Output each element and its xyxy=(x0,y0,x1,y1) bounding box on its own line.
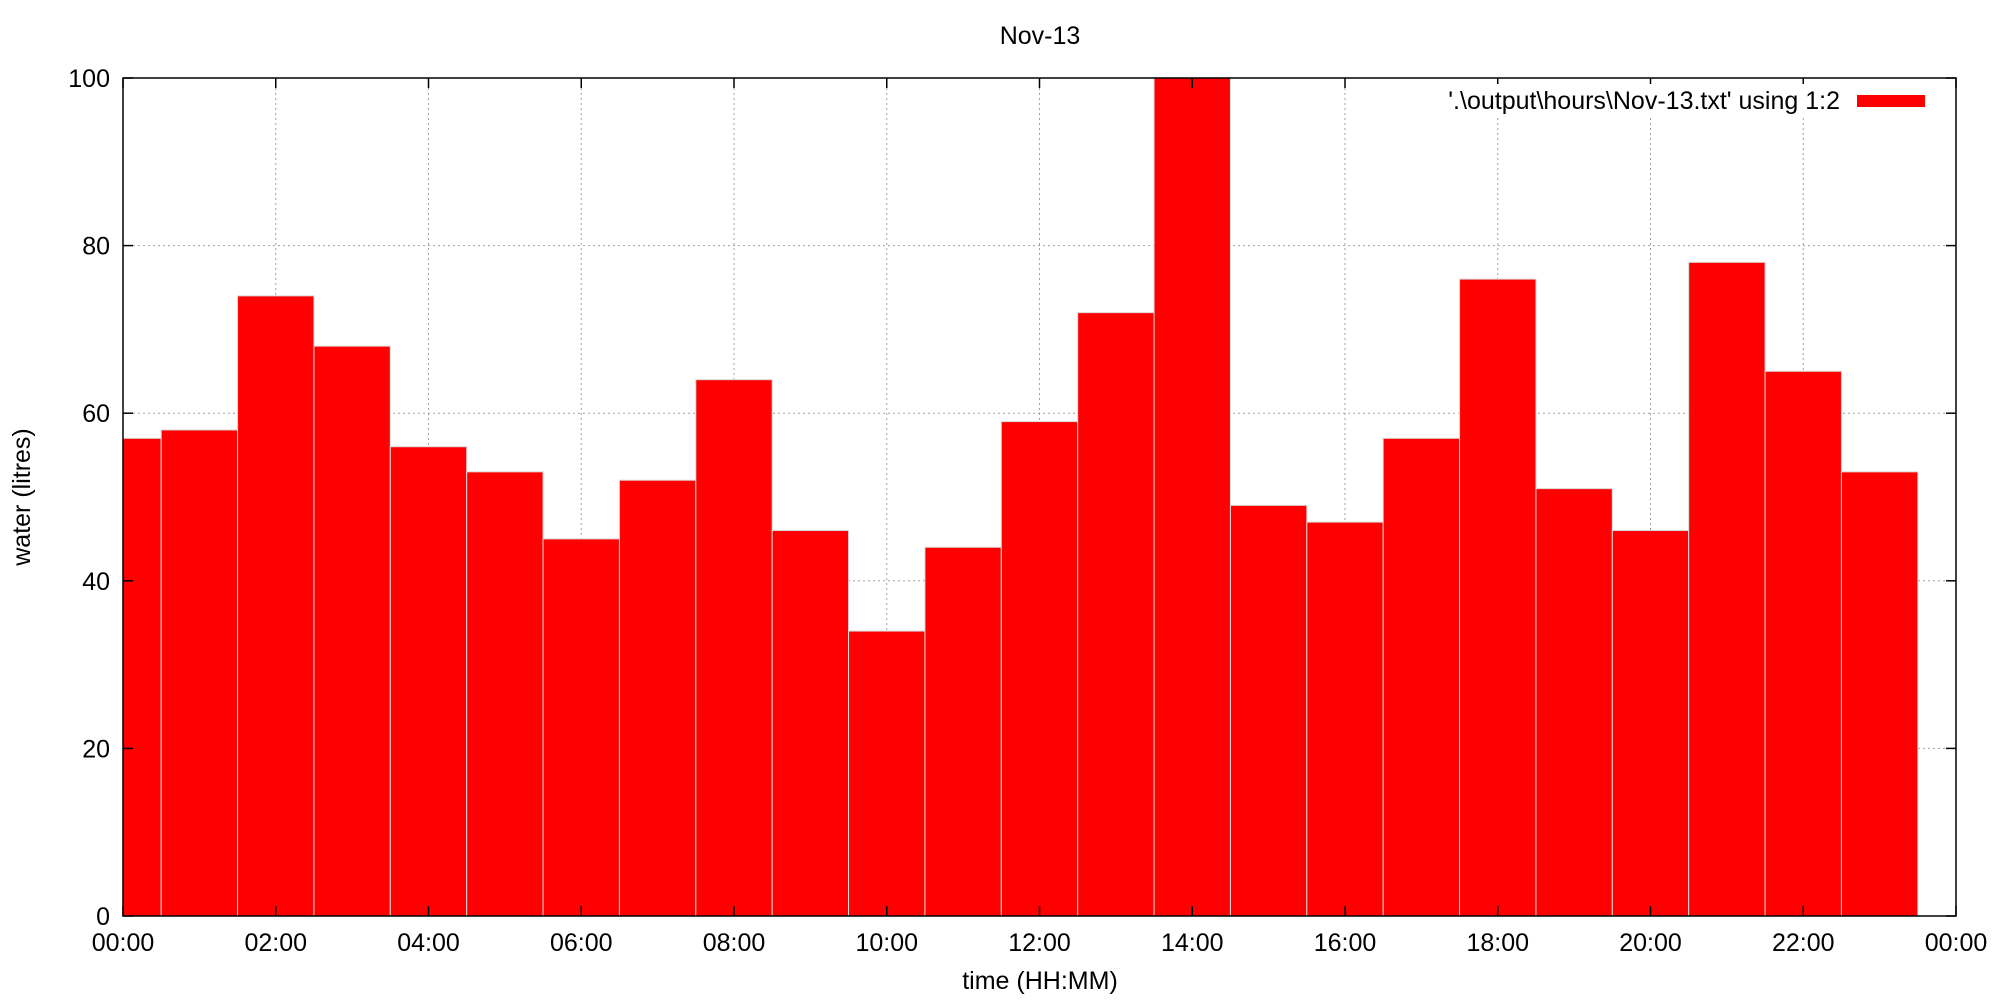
bar xyxy=(313,345,391,917)
x-tick-label: 16:00 xyxy=(1314,929,1377,957)
bar xyxy=(1535,488,1613,917)
bar xyxy=(1000,421,1079,917)
x-tick-label: 20:00 xyxy=(1619,929,1682,957)
bar xyxy=(1382,437,1461,917)
bar xyxy=(466,471,544,917)
x-tick-label: 18:00 xyxy=(1466,929,1529,957)
x-tick-label: 04:00 xyxy=(397,929,460,957)
x-tick-label: 06:00 xyxy=(550,929,613,957)
y-tick-label: 0 xyxy=(96,903,110,931)
bar xyxy=(771,530,850,917)
x-tick-label: 22:00 xyxy=(1772,929,1835,957)
bar xyxy=(1459,278,1537,917)
x-tick-label: 10:00 xyxy=(855,929,918,957)
bar xyxy=(848,630,926,917)
axis-ticks xyxy=(122,77,1957,917)
bar xyxy=(1611,530,1690,917)
y-tick-label: 40 xyxy=(82,568,110,596)
legend-label: '.\output\hours\Nov-13.txt' using 1:2 xyxy=(1448,87,1840,115)
y-axis-title: water (litres) xyxy=(8,428,36,567)
bars xyxy=(122,77,1919,917)
chart-title: Nov-13 xyxy=(1000,22,1081,50)
x-tick-label: 14:00 xyxy=(1161,929,1224,957)
bar xyxy=(618,479,697,917)
bar xyxy=(389,446,468,917)
y-tick-label: 100 xyxy=(68,65,110,93)
x-tick-label: 00:00 xyxy=(92,929,155,957)
y-tick-label: 80 xyxy=(82,233,110,261)
legend-background xyxy=(1420,84,1920,116)
x-tick-label: 02:00 xyxy=(244,929,307,957)
bar xyxy=(1764,370,1842,917)
bar xyxy=(542,538,620,917)
x-tick-label: 12:00 xyxy=(1008,929,1071,957)
bar xyxy=(160,429,239,917)
legend: '.\output\hours\Nov-13.txt' using 1:2 xyxy=(1420,84,1925,116)
bar xyxy=(1306,521,1384,917)
bar xyxy=(695,379,773,917)
x-tick-label: 00:00 xyxy=(1925,929,1988,957)
bar xyxy=(1077,312,1155,917)
x-tick-labels: 00:00 02:00 04:00 06:00 08:00 10:00 12:00 14:00… xyxy=(92,929,1988,957)
bar xyxy=(1153,77,1231,917)
x-tick-label: 08:00 xyxy=(703,929,766,957)
x-axis-title: time (HH:MM) xyxy=(962,967,1118,995)
bar xyxy=(237,295,315,917)
y-tick-label: 60 xyxy=(82,400,110,428)
bar xyxy=(924,546,1002,917)
bar xyxy=(1688,261,1766,917)
y-tick-labels: 0 20 40 60 80 100 xyxy=(68,65,110,931)
legend-swatch xyxy=(1857,95,1925,107)
bar xyxy=(122,437,162,917)
bar xyxy=(1840,471,1919,917)
bar xyxy=(1229,504,1308,917)
y-tick-label: 20 xyxy=(82,735,110,763)
